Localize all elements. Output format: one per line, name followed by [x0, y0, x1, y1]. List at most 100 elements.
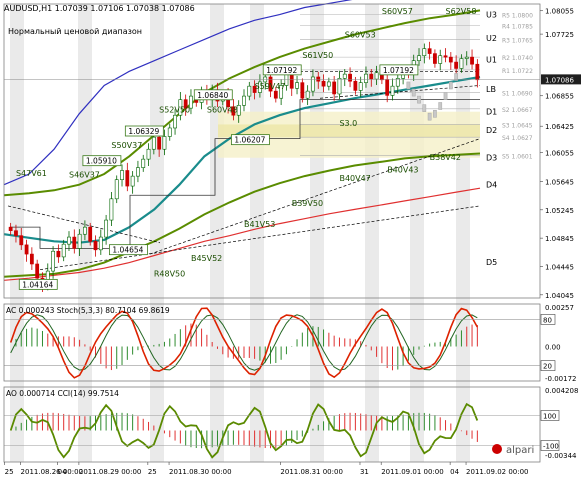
- rs-level-label: S2 1.0667: [502, 107, 533, 114]
- candle-body: [321, 80, 326, 87]
- trend-line: [7, 205, 161, 244]
- candle-body: [443, 55, 448, 58]
- pivot-labels: U3 U2 U1 LB D1 D2 D3 D4 D5: [486, 11, 497, 267]
- signal-label: R48V50: [154, 270, 185, 279]
- time-axis-label: 04: [450, 468, 459, 476]
- candle-body: [385, 79, 390, 96]
- price-axis-label: 1.07725: [545, 31, 574, 39]
- candle-body: [311, 76, 315, 92]
- signal-label: S52V50: [159, 105, 190, 114]
- cci-level-label: -100: [543, 443, 559, 451]
- candle-body: [395, 78, 400, 87]
- cci-level-label: 100: [543, 413, 556, 421]
- cci-level-box: [540, 440, 560, 451]
- candle-body: [183, 99, 188, 109]
- candle-body: [236, 105, 241, 116]
- price-channel-line: [10, 99, 480, 249]
- signal-label: B41V53: [244, 220, 275, 229]
- time-axis-label: 31: [360, 468, 369, 476]
- signal-label: S3.0: [339, 119, 357, 128]
- pivot-label: U3: [486, 11, 497, 20]
- price-axis: 1.08055 1.07725 1.06855 1.06425 1.06055 1.056…: [4, 8, 581, 300]
- stoch-level-box: [540, 360, 556, 371]
- price-box-label: 1.06207: [234, 136, 265, 145]
- signal-label: B38V42: [430, 153, 461, 162]
- candle-body: [289, 73, 294, 89]
- projection-candle: [454, 73, 458, 81]
- candle-body: [51, 250, 55, 272]
- candle-body: [136, 167, 140, 177]
- candle-body: [390, 85, 395, 96]
- rs-level-label: R2 1.0740: [502, 55, 533, 62]
- logo-icon: [492, 444, 502, 454]
- trend-line: [149, 138, 481, 255]
- signal-label: S60V57: [382, 7, 413, 16]
- price-axis-label: 1.06425: [545, 123, 574, 131]
- rs-level-label: S1 1.0690: [502, 91, 533, 98]
- candle-body: [125, 170, 130, 187]
- projection-candle: [411, 88, 416, 97]
- candle-body: [19, 235, 24, 246]
- candle-body: [162, 136, 167, 150]
- price-axis-label: 1.04845: [545, 235, 574, 243]
- price-boxes: 1.04164 1.04654 1.05910 1.06329 1.06840 1.062…: [18, 64, 419, 290]
- pivot-label: D3: [486, 154, 497, 163]
- projection-candle: [438, 102, 443, 110]
- candle-body: [438, 55, 443, 64]
- candle-body: [369, 73, 374, 80]
- candle-body: [141, 158, 146, 168]
- candle-body: [433, 53, 437, 64]
- candle-body: [353, 80, 358, 91]
- candle-body: [120, 170, 124, 180]
- candle-body: [475, 63, 480, 81]
- price-axis-label: 1.05245: [545, 207, 574, 215]
- candle-body: [295, 82, 299, 89]
- candle-body: [252, 85, 257, 93]
- time-axis-label: 2011.09.02 00:00: [466, 468, 528, 476]
- price-box: [262, 64, 302, 76]
- candle-body: [77, 233, 82, 249]
- candle-body: [332, 81, 337, 95]
- header-note: Нормальный ценовой диапазон: [8, 27, 142, 36]
- candle-body: [358, 82, 363, 91]
- pivot-label: U1: [486, 55, 497, 64]
- ac-stoch-panel: 80 20 AC 0.000243 Stoch(5,3,3) 80.7104 69.…: [4, 304, 576, 383]
- candle-body: [337, 78, 342, 95]
- current-price-tag: [541, 74, 581, 85]
- price-zone: [218, 111, 480, 158]
- candle-body: [300, 82, 305, 99]
- price-box-label: 1.05910: [86, 157, 117, 166]
- rs-level-label: R1 1.0722: [502, 68, 533, 75]
- candle-body: [14, 230, 18, 236]
- candle-body: [454, 61, 459, 69]
- panel-frames: [3, 3, 541, 463]
- candle-body: [29, 253, 34, 265]
- ac-panel-label: AC 0.000243 Stoch(5,3,3) 80.7104 69.8619: [6, 306, 170, 315]
- ao-panel-label: AO 0.000714 CCI(14) 99.7514: [6, 389, 119, 398]
- price-box-label: 1.04164: [22, 280, 53, 289]
- price-box: [18, 278, 58, 290]
- candle-body: [173, 114, 177, 129]
- candle-body: [67, 236, 71, 245]
- trend-line: [39, 205, 481, 271]
- signal-label: B39V50: [292, 199, 323, 208]
- pivot-label: D2: [486, 126, 497, 135]
- candle-body: [8, 226, 13, 231]
- time-axis-label: 2011.08.30 00:00: [169, 468, 231, 476]
- candle-body: [417, 55, 421, 61]
- candle-body: [231, 106, 236, 116]
- pivot-label: D1: [486, 108, 497, 117]
- time-axis-label: 2011.08.26 00:00: [21, 468, 83, 476]
- rs-level-label: S3 1.0645: [502, 122, 533, 129]
- candle-body: [61, 243, 66, 258]
- session-band: [456, 4, 470, 462]
- projection-candle: [422, 104, 427, 112]
- pivot-label: U2: [486, 34, 497, 43]
- candle-body: [364, 73, 368, 83]
- stoch-level-label: 20: [543, 363, 552, 371]
- rs-level-label: R3 1.0765: [502, 37, 533, 44]
- candle-body: [189, 95, 193, 109]
- candle-body: [109, 198, 114, 221]
